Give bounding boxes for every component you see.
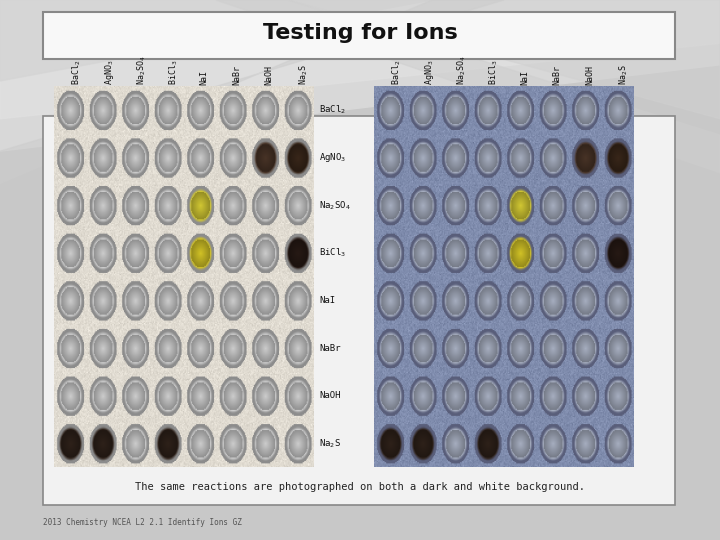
Bar: [43, 12, 675, 59]
Text: Na$_2$SO$_4$: Na$_2$SO$_4$: [456, 56, 468, 85]
Text: AgNO$_3$: AgNO$_3$: [103, 60, 116, 85]
Text: Na$_2$S: Na$_2$S: [319, 437, 341, 450]
Text: Testing for Ions: Testing for Ions: [263, 23, 457, 43]
Text: NaI: NaI: [319, 296, 335, 305]
Text: AgNO$_3$: AgNO$_3$: [423, 60, 436, 85]
Text: NaI: NaI: [199, 70, 209, 85]
Text: NaBr: NaBr: [232, 65, 241, 85]
Polygon shape: [0, 0, 720, 119]
Text: Na$_2$SO$_4$: Na$_2$SO$_4$: [135, 56, 148, 85]
Polygon shape: [288, 0, 720, 119]
Text: NaBr: NaBr: [319, 343, 341, 353]
Bar: [45, 471, 673, 503]
Text: The same reactions are photographed on both a dark and white background.: The same reactions are photographed on b…: [135, 482, 585, 492]
Text: AgNO$_3$: AgNO$_3$: [319, 151, 346, 164]
Text: BiCl$_3$: BiCl$_3$: [488, 60, 500, 85]
Text: BaCl$_2$: BaCl$_2$: [390, 60, 403, 85]
Text: NaOH: NaOH: [265, 65, 274, 85]
Bar: [43, 116, 675, 505]
Text: NaOH: NaOH: [319, 391, 341, 400]
Text: BiCl$_3$: BiCl$_3$: [167, 60, 180, 85]
Polygon shape: [0, 0, 432, 81]
Text: 2013 Chemistry NCEA L2 2.1 Identify Ions GZ: 2013 Chemistry NCEA L2 2.1 Identify Ions…: [43, 518, 242, 527]
Text: NaOH: NaOH: [585, 65, 594, 85]
Text: BaCl$_2$: BaCl$_2$: [319, 104, 346, 117]
Text: Na$_2$S: Na$_2$S: [618, 65, 630, 85]
Polygon shape: [216, 0, 720, 173]
Text: NaBr: NaBr: [553, 65, 562, 85]
Polygon shape: [0, 0, 504, 184]
Polygon shape: [0, 0, 720, 151]
Text: BiCl$_3$: BiCl$_3$: [319, 247, 346, 259]
Text: NaI: NaI: [521, 70, 529, 85]
Text: BaCl$_2$: BaCl$_2$: [71, 60, 83, 85]
Text: Na$_2$SO$_4$: Na$_2$SO$_4$: [319, 199, 351, 212]
Text: Na$_2$S: Na$_2$S: [297, 65, 310, 85]
